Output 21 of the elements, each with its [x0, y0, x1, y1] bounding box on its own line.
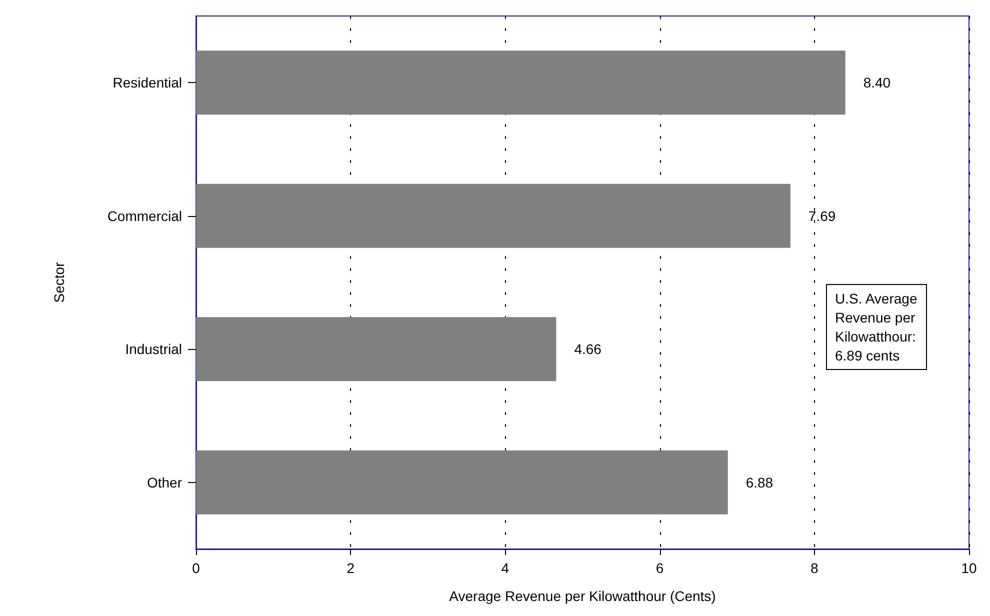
- y-tick-label: Industrial: [125, 341, 182, 358]
- bar: [196, 317, 556, 382]
- bar: [196, 184, 790, 248]
- annotation: U.S. Average Revenue per Kilowatthour: 6.89 cents: [834, 290, 918, 364]
- data-label: 8.40: [863, 74, 891, 91]
- y-tick-label: Other: [146, 474, 182, 490]
- bar: [196, 50, 846, 115]
- data-label: 7.69: [808, 208, 836, 224]
- data-label: 6.88: [746, 474, 774, 490]
- data-label: 4.66: [574, 341, 602, 358]
- x-tick-label: 2: [346, 560, 355, 576]
- y-tick-label: Residential: [112, 74, 182, 91]
- x-tick-label: 8: [810, 560, 818, 576]
- x-axis-title: Average Revenue per Kilowatthour (Cents): [449, 588, 716, 604]
- x-tick-label: 10: [961, 560, 977, 576]
- bar: [196, 450, 728, 514]
- x-tick-label: 0: [192, 560, 200, 576]
- y-axis-title: Sector: [51, 262, 67, 303]
- x-tick-label: 4: [501, 560, 510, 576]
- x-tick-label: 6: [656, 560, 664, 576]
- y-tick-label: Commercial: [107, 208, 182, 224]
